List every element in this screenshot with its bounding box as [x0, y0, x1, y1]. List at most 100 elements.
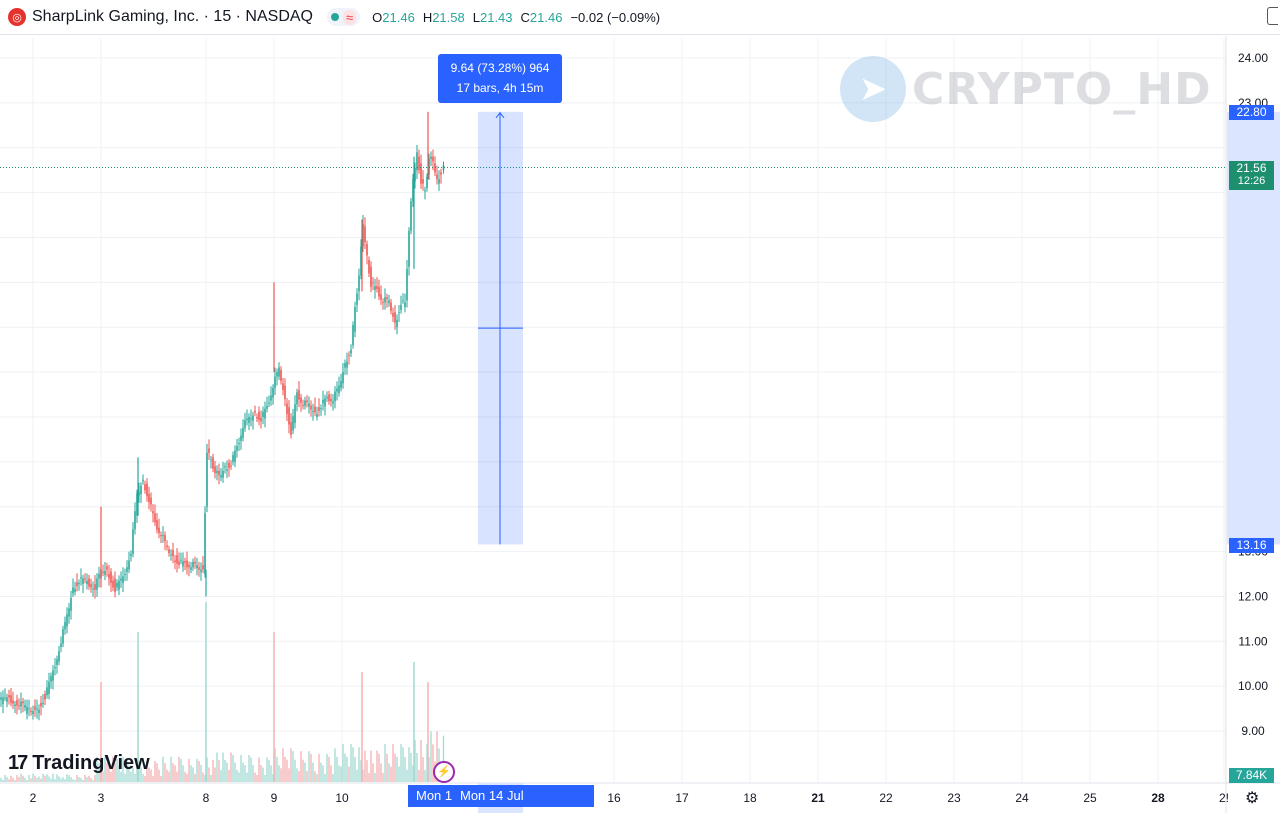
volume-bar — [384, 744, 386, 782]
volume-bar — [214, 767, 216, 782]
candle-body — [66, 614, 68, 627]
volume-bar — [364, 750, 366, 782]
volume-bar — [36, 777, 38, 782]
market-status-pill[interactable]: ≈ — [327, 8, 361, 26]
x-tick-label: 28 — [1151, 791, 1165, 805]
volume-bar — [386, 753, 388, 782]
candle-body — [146, 483, 148, 497]
candle-body — [230, 465, 232, 467]
volume-bar — [22, 775, 24, 782]
candle-body — [318, 407, 320, 411]
volume-bar — [16, 775, 18, 782]
candle-body — [410, 201, 412, 231]
candle-body — [394, 312, 396, 323]
y-tick-label: 10.00 — [1238, 679, 1268, 693]
volume-spike — [273, 632, 275, 782]
measure-tooltip: 9.64 (73.28%) 964 17 bars, 4h 15m — [438, 54, 562, 103]
candle-body — [162, 535, 164, 537]
volume-bar — [276, 756, 278, 782]
candle-body — [280, 369, 282, 382]
candle-body — [196, 565, 198, 569]
candle-body — [92, 588, 94, 590]
lightning-icon[interactable]: ⚡ — [433, 761, 455, 783]
panel-toggle-icon[interactable] — [1267, 7, 1278, 25]
volume-bar — [20, 773, 22, 782]
candle-body — [270, 395, 272, 401]
volume-bar — [226, 762, 228, 782]
volume-bar — [120, 771, 122, 782]
volume-bar — [366, 760, 368, 782]
volume-bar — [240, 755, 242, 782]
volume-bar — [180, 758, 182, 782]
candle-body — [134, 511, 136, 530]
volume-bar — [164, 763, 166, 782]
x-tick-label: 3 — [98, 791, 105, 805]
volume-bar — [394, 753, 396, 782]
candle-body — [220, 475, 222, 478]
x-tick-label: 17 — [675, 791, 689, 805]
candle-body — [182, 561, 184, 567]
candle-body — [416, 152, 418, 171]
volume-bar — [72, 779, 74, 782]
candle-body — [190, 567, 192, 570]
candle-body — [70, 597, 72, 611]
volume-bar — [0, 777, 2, 782]
volume-bar — [286, 759, 288, 782]
volume-bar — [146, 761, 148, 782]
tradingview-logo[interactable]: 17 TradingView — [8, 752, 150, 775]
volume-bar — [188, 758, 190, 782]
volume-bar — [222, 752, 224, 782]
symbol-title[interactable]: SharpLink Gaming, Inc. · 15 · NASDAQ — [32, 8, 313, 25]
candle-body — [442, 165, 445, 171]
candle-body — [412, 179, 414, 202]
candle-body — [150, 497, 152, 505]
ohlc-high: H21.58 — [422, 9, 465, 25]
gear-icon[interactable]: ⚙ — [1245, 790, 1260, 807]
volume-bar — [260, 765, 262, 782]
volume-bar — [28, 775, 30, 782]
volume-bar — [436, 731, 438, 782]
volume-bar — [234, 762, 236, 782]
volume-bar — [8, 779, 10, 782]
candle-body — [286, 403, 288, 414]
x-tick-label: 8 — [203, 791, 210, 805]
candle-body — [168, 549, 170, 554]
candle-body — [96, 578, 98, 590]
candle-body — [350, 349, 352, 354]
tradingview-mark-icon: 17 — [8, 752, 28, 774]
volume-bar — [398, 766, 400, 782]
candle-body — [352, 324, 354, 346]
volume-bar — [90, 777, 92, 782]
volume-bar — [422, 757, 424, 782]
volume-bar — [204, 775, 206, 782]
volume-bar — [142, 773, 144, 782]
candle-body — [48, 681, 50, 695]
candle-body — [396, 319, 398, 328]
candle-body — [138, 491, 140, 496]
candle-body — [126, 567, 128, 572]
candle-body — [62, 629, 64, 644]
candle-body — [390, 302, 392, 311]
candle-body — [226, 469, 228, 471]
candle-body — [192, 562, 194, 568]
candle-body — [176, 555, 178, 564]
volume-bar — [154, 761, 156, 782]
candle-body — [86, 580, 88, 585]
candle-body — [198, 567, 200, 570]
candle-body — [26, 706, 28, 714]
volume-bar — [238, 772, 240, 782]
volume-bar — [282, 748, 284, 782]
candle-body — [180, 559, 182, 561]
candle-body — [380, 294, 382, 300]
volume-bar — [32, 773, 34, 782]
volume-bar — [40, 778, 42, 782]
candle-body — [82, 578, 84, 585]
candle-body — [312, 410, 314, 412]
candle-body — [206, 452, 208, 507]
volume-bar — [418, 770, 420, 782]
volume-bar — [168, 771, 170, 782]
volume-bar — [250, 757, 252, 782]
candle-body — [40, 703, 42, 707]
volume-bar — [408, 747, 410, 782]
